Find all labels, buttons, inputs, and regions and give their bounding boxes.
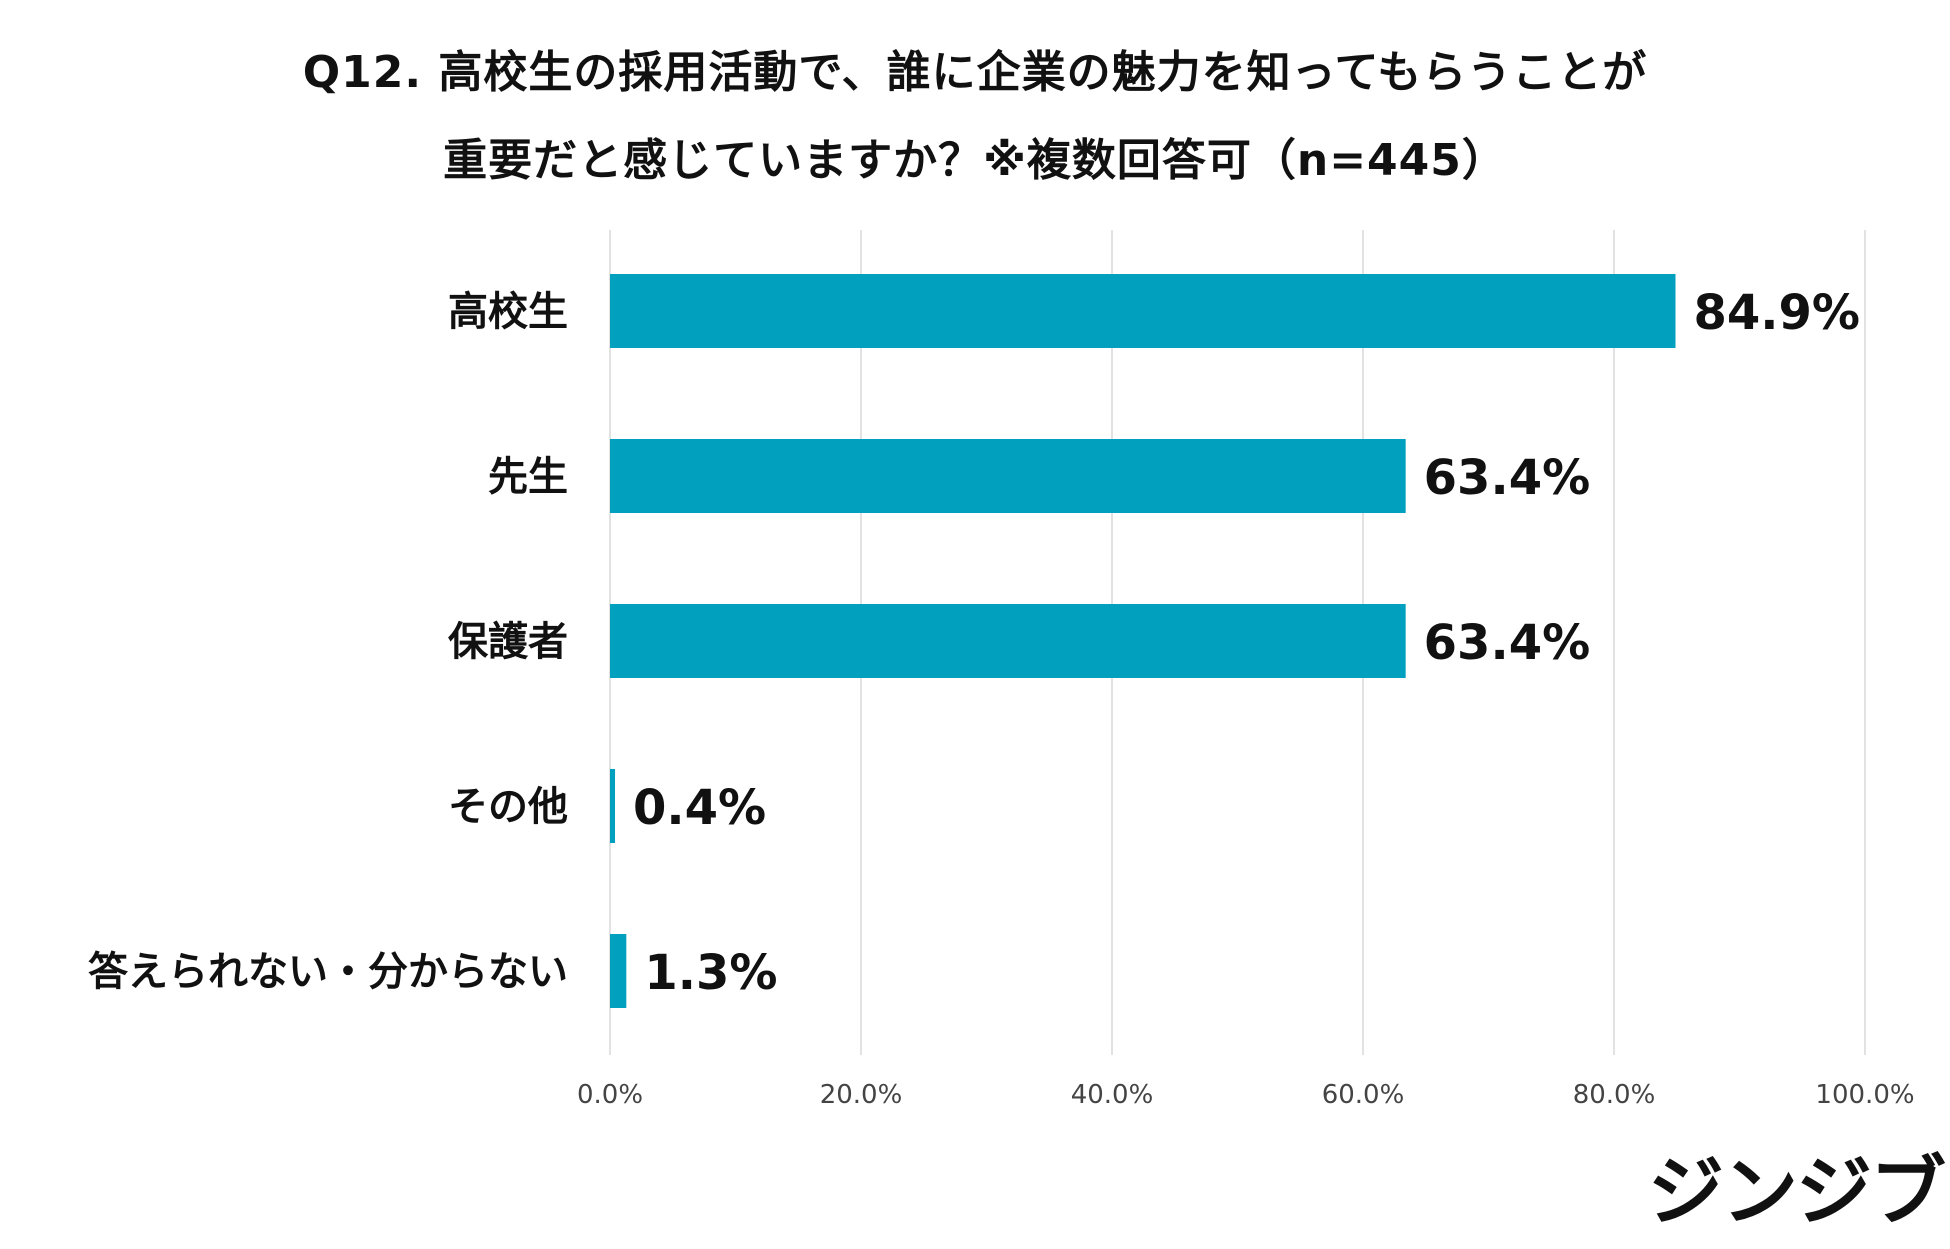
value-label: 63.4% [1424, 450, 1591, 506]
category-label: 保護者 [448, 619, 568, 665]
x-tick-label: 60.0% [1322, 1080, 1405, 1110]
bar [610, 934, 627, 1008]
x-tick-label: 20.0% [820, 1080, 903, 1110]
x-tick-label: 100.0% [1815, 1080, 1914, 1110]
value-label: 84.9% [1693, 285, 1860, 341]
chart-title-line1: Q12. 高校生の採用活動で、誰に企業の魅力を知ってもらうことが [302, 47, 1648, 98]
bar [610, 769, 616, 843]
brand-logo: ジンジブ [1648, 1147, 1946, 1236]
x-axis-tick-labels: 0.0% 20.0% 40.0% 60.0% 80.0% 100.0% [577, 1080, 1915, 1110]
category-label: その他 [448, 784, 568, 830]
value-label: 0.4% [633, 780, 766, 836]
bar [610, 439, 1406, 513]
value-labels: 84.9% 63.4% 63.4% 0.4% 1.3% [633, 285, 1860, 1001]
bar [610, 274, 1676, 348]
value-label: 1.3% [644, 945, 777, 1001]
bar [610, 604, 1406, 678]
category-label: 答えられない・分からない [88, 949, 568, 995]
chart-title-line2: 重要だと感じていますか？※複数回答可（n=445） [443, 135, 1507, 186]
bars [610, 274, 1676, 1008]
value-label: 63.4% [1424, 615, 1591, 671]
category-label: 先生 [488, 454, 568, 500]
x-tick-label: 40.0% [1071, 1080, 1154, 1110]
x-tick-label: 0.0% [577, 1080, 643, 1110]
x-tick-label: 80.0% [1573, 1080, 1656, 1110]
category-label: 高校生 [448, 289, 568, 335]
